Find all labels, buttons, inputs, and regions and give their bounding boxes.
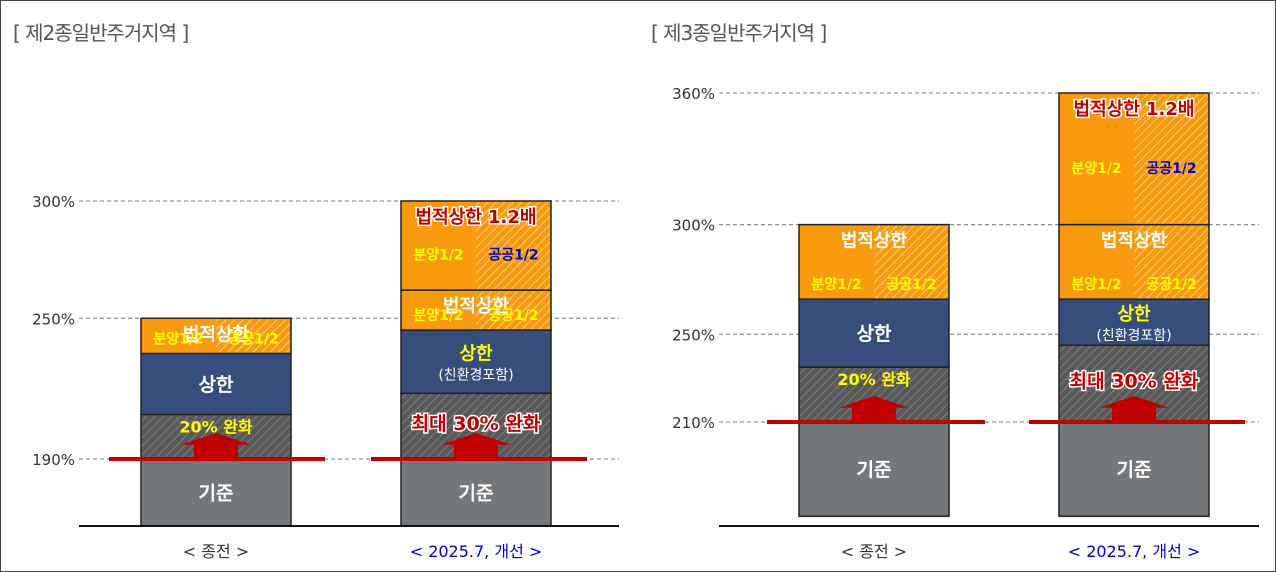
segment-left-label: 분양1/2 (811, 277, 861, 293)
hatch-fill (476, 202, 550, 290)
segment-label: 최대 30% 완화 (1070, 371, 1199, 393)
up-arrow-icon (181, 433, 251, 459)
hatch-fill (874, 225, 948, 299)
bar-segment-upper (1058, 298, 1210, 346)
y-tick-label: 300% (672, 217, 715, 235)
bar-segment-upper (140, 352, 292, 416)
y-tick-label: 210% (672, 414, 715, 432)
y-tick-label: 250% (32, 310, 75, 328)
segment-label: 법적상한 1.2배 (416, 207, 537, 228)
segment-label: 법적상한 (1101, 231, 1168, 252)
bar-segment-upper (798, 298, 950, 368)
segment-right-label: 공공1/2 (1146, 277, 1196, 293)
segment-label: 20% 완화 (179, 417, 253, 436)
segment-right-label: 공공1/2 (488, 248, 538, 264)
bar-segment-base (400, 458, 552, 527)
segment-label: 20% 완화 (837, 370, 911, 389)
segment-label: 상한 (459, 344, 493, 365)
segment-label: 기준 (1117, 459, 1152, 481)
segment-label: 법적상한 (841, 231, 908, 252)
segment-label: 법적상한 1.2배 (1074, 99, 1195, 120)
segment-left-label: 분양1/2 (1071, 161, 1121, 177)
segment-label: 기준 (199, 483, 234, 505)
y-tick-label: 190% (32, 451, 75, 469)
bar-segment-base (1058, 421, 1210, 518)
y-tick-label: 300% (32, 193, 75, 211)
segment-sublabel: (친환경포함) (1096, 328, 1171, 344)
bar-segment-base (798, 421, 950, 518)
segment-label: 법적상한 (183, 324, 250, 345)
hatch-fill (476, 291, 550, 329)
right-panel-title: [ 제3종일반주거지역 ] (651, 21, 827, 45)
segment-left-label: 분양1/2 (413, 248, 463, 264)
x-category-label: < 종전 > (183, 542, 249, 561)
segment-right-label: 공공1/2 (228, 331, 278, 347)
segment-left-label: 분양1/2 (413, 308, 463, 324)
segment-label: 상한 (199, 374, 234, 396)
segment-left-label: 분양1/2 (1071, 277, 1121, 293)
segment-sublabel: (친환경포함) (438, 368, 513, 384)
segment-label: 기준 (857, 459, 892, 481)
segment-right-label: 공공1/2 (1146, 161, 1196, 177)
segment-label: 법적상한 (443, 296, 510, 317)
segment-right-label: 공공1/2 (488, 308, 538, 324)
segment-right-label: 공공1/2 (886, 277, 936, 293)
segment-label: 기준 (459, 483, 494, 505)
up-arrow-icon (441, 433, 511, 459)
up-arrow-icon (1099, 396, 1169, 422)
x-category-label: < 2025.7, 개선 > (1068, 542, 1201, 561)
bar-segment-base (140, 458, 292, 527)
hatch-fill (1134, 94, 1208, 224)
hatch-fill (1134, 225, 1208, 299)
y-tick-label: 360% (672, 85, 715, 103)
segment-label: 상한 (1117, 304, 1151, 325)
hatch-fill (216, 319, 290, 353)
up-arrow-icon (839, 396, 909, 422)
segment-label: 상한 (857, 323, 892, 345)
segment-label: 최대 30% 완화 (412, 413, 541, 435)
segment-left-label: 분양1/2 (153, 331, 203, 347)
x-category-label: < 종전 > (841, 542, 907, 561)
left-panel-title: [ 제2종일반주거지역 ] (13, 21, 189, 45)
x-category-label: < 2025.7, 개선 > (410, 542, 543, 561)
y-tick-label: 250% (672, 326, 715, 344)
